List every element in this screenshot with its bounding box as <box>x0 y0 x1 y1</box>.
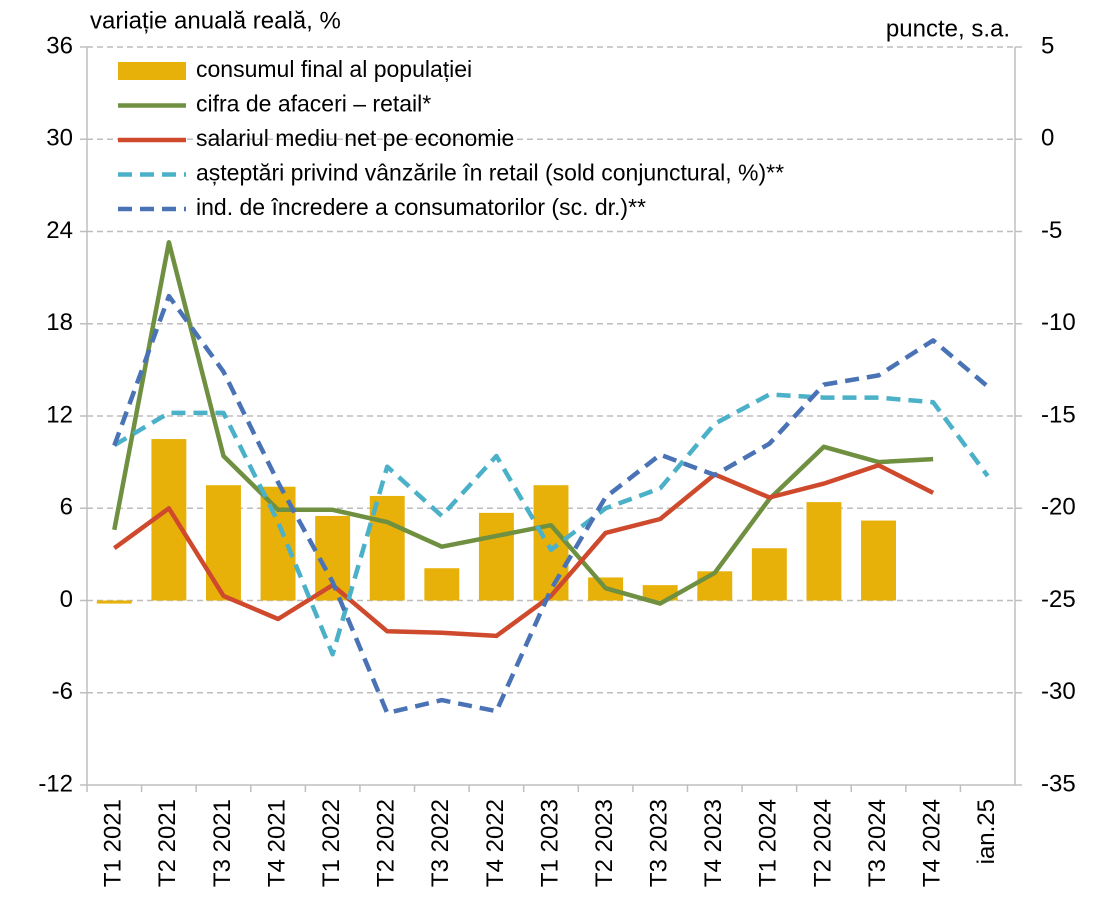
line-series <box>112 240 934 606</box>
x-tick-label: T2 2022 <box>373 799 400 887</box>
bar <box>206 485 241 601</box>
y-tick-label: 18 <box>46 309 73 336</box>
bar <box>424 568 460 601</box>
x-tick-label: T1 2021 <box>100 799 127 887</box>
x-tick-label: T2 2024 <box>809 799 836 887</box>
y2-tick-label: -5 <box>1041 217 1062 244</box>
y-tick-label: -6 <box>52 678 73 705</box>
line-series <box>113 392 990 657</box>
x-tick-label: T4 2024 <box>918 799 945 887</box>
y2-tick-label: 0 <box>1041 125 1054 152</box>
bar <box>806 502 842 601</box>
x-tick-label: T4 2022 <box>482 799 509 887</box>
bar <box>478 512 514 601</box>
y-tick-label: 36 <box>46 32 73 59</box>
legend-label: consumul final al populației <box>196 56 472 82</box>
x-tick-label: ian.25 <box>973 799 1000 864</box>
y2-tick-label: -35 <box>1041 770 1076 797</box>
bar <box>861 520 896 601</box>
legend-label: așteptări privind vânzările în retail (s… <box>196 160 784 186</box>
y-tick-label: 30 <box>46 125 73 152</box>
y2-tick-label: -10 <box>1041 309 1076 336</box>
bar <box>751 548 787 601</box>
x-tick-label: T4 2021 <box>263 799 290 887</box>
legend-label: salariul mediu net pe economie <box>196 125 514 151</box>
y-tick-label: -12 <box>38 770 73 797</box>
line-series <box>112 462 935 639</box>
y2-tick-label: -30 <box>1041 678 1076 705</box>
y2-tick-label: -20 <box>1041 494 1076 521</box>
x-tick-label: T3 2023 <box>646 799 673 887</box>
y-axis-title: variație anuală reală, % <box>90 7 341 34</box>
x-tick-label: T4 2023 <box>700 799 727 887</box>
x-tick-label: T1 2022 <box>318 799 345 887</box>
x-tick-label: T3 2024 <box>864 799 891 887</box>
y2-axis-title: puncte, s.a. <box>886 15 1010 42</box>
y2-tick-label: -15 <box>1041 401 1076 428</box>
bar <box>697 571 733 601</box>
y2-tick-label: -25 <box>1041 586 1076 613</box>
x-tick-label: T2 2021 <box>154 799 181 887</box>
x-tick-label: T3 2022 <box>427 799 454 887</box>
x-tick-label: T1 2024 <box>755 799 782 887</box>
y-tick-label: 12 <box>46 401 73 428</box>
line-series <box>112 293 990 716</box>
legend-label: cifra de afaceri – retail* <box>196 91 431 117</box>
legend-label: ind. de încredere a consumatorilor (sc. … <box>196 194 646 220</box>
bar <box>96 600 132 604</box>
x-tick-label: T3 2021 <box>209 799 236 887</box>
y-tick-label: 24 <box>46 217 73 244</box>
y-tick-label: 6 <box>60 494 73 521</box>
y-tick-label: 0 <box>60 586 73 613</box>
bar <box>151 439 187 601</box>
x-tick-label: T1 2023 <box>536 799 563 887</box>
legend-swatch <box>118 62 186 80</box>
y2-tick-label: 5 <box>1041 32 1054 59</box>
x-tick-label: T2 2023 <box>591 799 618 887</box>
